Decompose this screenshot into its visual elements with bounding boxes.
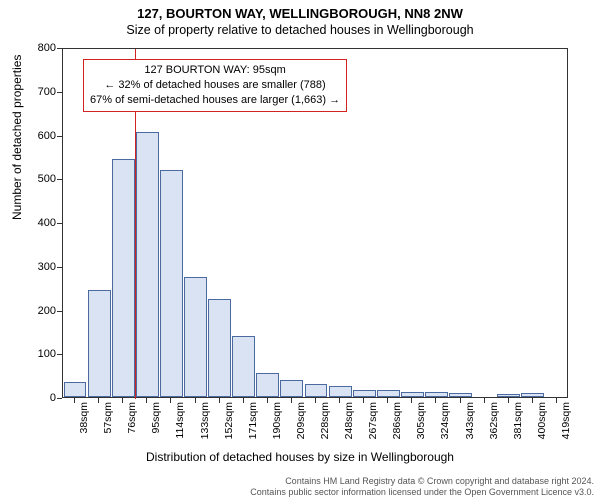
x-tick-label: 228sqm	[319, 402, 331, 439]
x-axis-label: Distribution of detached houses by size …	[0, 450, 600, 464]
x-tick-label: 38sqm	[78, 402, 90, 434]
x-tick-mark	[339, 398, 340, 403]
x-tick-label: 400sqm	[536, 402, 548, 439]
y-tick-label: 300	[26, 261, 56, 273]
x-tick-label: 419sqm	[560, 402, 572, 439]
y-tick-mark	[57, 267, 62, 268]
y-tick-label: 100	[26, 348, 56, 360]
x-tick-mark	[195, 398, 196, 403]
y-tick-label: 800	[26, 42, 56, 54]
page-title: 127, BOURTON WAY, WELLINGBOROUGH, NN8 2N…	[0, 6, 600, 21]
x-tick-label: 190sqm	[271, 402, 283, 439]
x-tick-label: 209sqm	[295, 402, 307, 439]
x-tick-mark	[556, 398, 557, 403]
y-tick-label: 0	[26, 392, 56, 404]
x-tick-label: 76sqm	[126, 402, 138, 434]
histogram-bar	[305, 384, 328, 397]
x-tick-mark	[146, 398, 147, 403]
x-tick-mark	[219, 398, 220, 403]
y-tick-mark	[57, 398, 62, 399]
histogram-bar	[88, 290, 111, 397]
histogram-bar	[112, 159, 135, 397]
annotation-line-2: ← 32% of detached houses are smaller (78…	[90, 78, 340, 93]
histogram-bar	[184, 277, 207, 397]
footer-line-2: Contains public sector information licen…	[250, 487, 594, 498]
y-tick-label: 500	[26, 173, 56, 185]
x-tick-label: 362sqm	[488, 402, 500, 439]
x-tick-label: 57sqm	[102, 402, 114, 434]
histogram-bar	[256, 373, 279, 397]
histogram-bar	[353, 390, 376, 397]
footer-line-1: Contains HM Land Registry data © Crown c…	[250, 476, 594, 487]
y-tick-mark	[57, 48, 62, 49]
y-tick-mark	[57, 311, 62, 312]
x-tick-label: 114sqm	[174, 402, 186, 439]
histogram-bar	[136, 132, 159, 397]
annotation-line-3: 67% of semi-detached houses are larger (…	[90, 93, 340, 108]
x-tick-mark	[532, 398, 533, 403]
x-tick-mark	[291, 398, 292, 403]
x-tick-mark	[170, 398, 171, 403]
x-tick-label: 324sqm	[439, 402, 451, 439]
y-tick-mark	[57, 223, 62, 224]
x-tick-label: 95sqm	[150, 402, 162, 434]
y-tick-mark	[57, 354, 62, 355]
histogram-bar	[521, 393, 544, 397]
x-tick-label: 381sqm	[512, 402, 524, 439]
y-axis-label: Number of detached properties	[10, 55, 24, 220]
x-tick-mark	[122, 398, 123, 403]
y-tick-label: 600	[26, 130, 56, 142]
histogram-bar	[329, 386, 352, 397]
x-tick-label: 133sqm	[199, 402, 211, 439]
x-tick-label: 248sqm	[343, 402, 355, 439]
histogram-bar	[208, 299, 231, 397]
x-tick-mark	[435, 398, 436, 403]
x-tick-mark	[363, 398, 364, 403]
x-tick-label: 343sqm	[464, 402, 476, 439]
histogram-bar	[64, 382, 87, 397]
x-tick-mark	[508, 398, 509, 403]
x-tick-mark	[411, 398, 412, 403]
histogram-bar	[425, 392, 448, 397]
y-tick-mark	[57, 179, 62, 180]
x-tick-label: 171sqm	[247, 402, 259, 439]
y-tick-mark	[57, 136, 62, 137]
histogram-bar	[280, 380, 303, 398]
x-tick-mark	[267, 398, 268, 403]
x-tick-mark	[315, 398, 316, 403]
x-tick-label: 152sqm	[223, 402, 235, 439]
footer-attribution: Contains HM Land Registry data © Crown c…	[250, 476, 594, 499]
x-tick-mark	[243, 398, 244, 403]
x-tick-mark	[460, 398, 461, 403]
x-tick-label: 267sqm	[367, 402, 379, 439]
histogram-bar	[160, 170, 183, 398]
chart-container: 127 BOURTON WAY: 95sqm← 32% of detached …	[62, 48, 568, 398]
annotation-box: 127 BOURTON WAY: 95sqm← 32% of detached …	[83, 59, 347, 112]
x-tick-mark	[74, 398, 75, 403]
histogram-bar	[232, 336, 255, 397]
histogram-bar	[449, 393, 472, 397]
x-tick-mark	[387, 398, 388, 403]
plot-area: 127 BOURTON WAY: 95sqm← 32% of detached …	[62, 48, 568, 398]
histogram-bar	[401, 392, 424, 397]
x-tick-label: 305sqm	[415, 402, 427, 439]
y-tick-mark	[57, 92, 62, 93]
y-tick-label: 200	[26, 305, 56, 317]
page-subtitle: Size of property relative to detached ho…	[0, 23, 600, 37]
x-tick-mark	[484, 398, 485, 403]
histogram-bar	[377, 390, 400, 397]
histogram-bar	[497, 394, 520, 398]
y-tick-label: 400	[26, 217, 56, 229]
y-tick-label: 700	[26, 86, 56, 98]
x-tick-label: 286sqm	[391, 402, 403, 439]
annotation-line-1: 127 BOURTON WAY: 95sqm	[90, 63, 340, 78]
x-tick-mark	[98, 398, 99, 403]
